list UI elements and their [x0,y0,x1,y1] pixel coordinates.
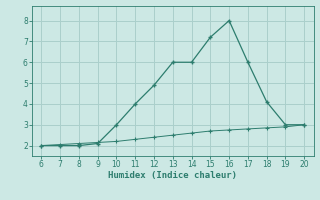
X-axis label: Humidex (Indice chaleur): Humidex (Indice chaleur) [108,171,237,180]
